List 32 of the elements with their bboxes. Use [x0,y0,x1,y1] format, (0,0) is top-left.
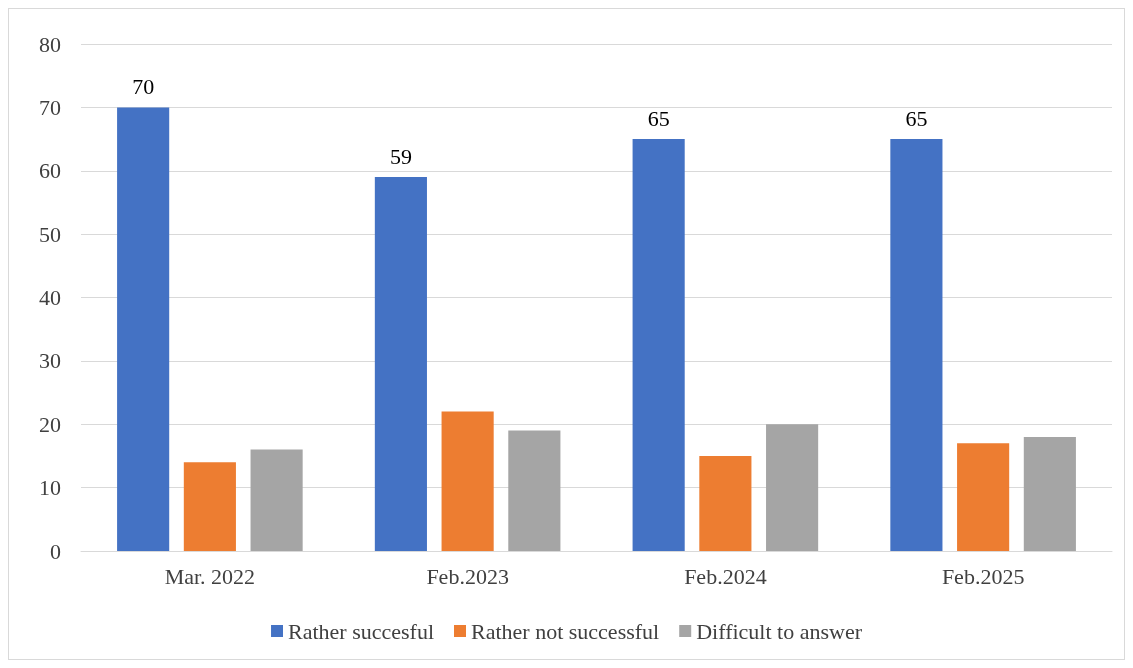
y-tick-label: 60 [39,158,61,184]
bar [766,424,819,551]
bar [699,455,752,551]
legend-label: Rather succesful [288,618,435,644]
y-tick-label: 80 [39,31,61,57]
bar [890,139,943,551]
data-label: 65 [647,105,670,131]
x-tick-label: Feb.2023 [426,563,509,589]
x-tick-label: Feb.2025 [941,563,1025,589]
bar [957,443,1010,551]
data-label: 70 [132,73,155,99]
y-tick-label: 40 [39,285,61,310]
y-tick-label: 50 [39,221,61,247]
y-tick-label: 30 [39,348,61,374]
x-tick-label: Feb.2024 [684,563,767,589]
y-tick-label: 70 [39,94,61,120]
bar [374,177,427,551]
data-label: 59 [389,143,412,169]
data-label: 65 [905,105,928,131]
bar [1023,436,1076,551]
bar [250,449,303,551]
legend-label: Difficult to answer [696,618,863,644]
bar [117,107,170,551]
y-tick-label: 0 [50,538,61,564]
bar [508,430,561,551]
bar [632,139,685,551]
bar [441,411,494,551]
x-tick-label: Mar. 2022 [164,563,256,589]
bar [183,462,236,551]
y-tick-label: 10 [39,475,61,501]
y-tick-label: 20 [39,411,61,437]
legend-label: Rather not successful [471,618,660,644]
